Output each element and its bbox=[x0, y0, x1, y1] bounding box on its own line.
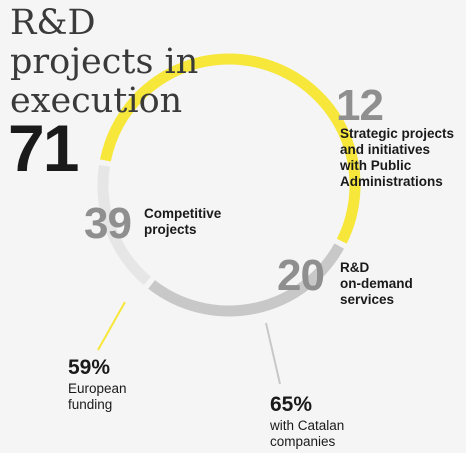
european-label-line-2: funding bbox=[68, 397, 113, 412]
european-funding-percent: 59% bbox=[68, 356, 111, 379]
catalan-companies-label: with Catalan companies bbox=[270, 418, 344, 450]
catalan-companies-leader-line bbox=[265, 322, 281, 385]
catalan-label-line-2: companies bbox=[270, 434, 336, 449]
competitive-label-line-1: Competitive bbox=[144, 206, 222, 221]
title-line-2: projects in bbox=[10, 42, 199, 82]
ring-segment-competitive bbox=[100, 53, 361, 244]
competitive-projects-label: Competitive projects bbox=[144, 206, 221, 238]
strategic-label-line-2: and initiatives bbox=[340, 142, 431, 157]
strategic-label-line-4: Administrations bbox=[340, 174, 443, 189]
catalan-label-line-1: with Catalan bbox=[270, 418, 345, 433]
on-demand-services-label: R&D on-demand services bbox=[340, 260, 413, 308]
ring-segment-strategic bbox=[97, 164, 151, 286]
demand-label-line-3: services bbox=[340, 292, 395, 307]
total-projects-value: 71 bbox=[8, 111, 79, 185]
title-line-3: execution bbox=[10, 81, 183, 121]
competitive-label-line-2: projects bbox=[144, 222, 197, 237]
ring-segments bbox=[97, 53, 361, 317]
european-label-line-1: European bbox=[68, 381, 127, 396]
catalan-companies-percent: 65% bbox=[270, 393, 313, 416]
strategic-label-line-1: Strategic projects bbox=[340, 126, 455, 141]
european-funding-leader-line bbox=[97, 301, 126, 351]
chart-title: R&D projects in execution bbox=[10, 4, 198, 121]
european-funding-label: European funding bbox=[68, 381, 127, 413]
strategic-projects-value: 12 bbox=[336, 81, 384, 130]
ring-segment-demand bbox=[148, 243, 345, 317]
title-line-1: R&D bbox=[10, 3, 96, 43]
on-demand-services-value: 20 bbox=[277, 251, 325, 300]
strategic-projects-label: Strategic projects and initiatives with … bbox=[340, 126, 454, 190]
demand-label-line-1: R&D bbox=[340, 260, 370, 275]
strategic-label-line-3: with Public bbox=[340, 158, 412, 173]
competitive-projects-value: 39 bbox=[84, 199, 132, 248]
demand-label-line-2: on-demand bbox=[340, 276, 413, 291]
